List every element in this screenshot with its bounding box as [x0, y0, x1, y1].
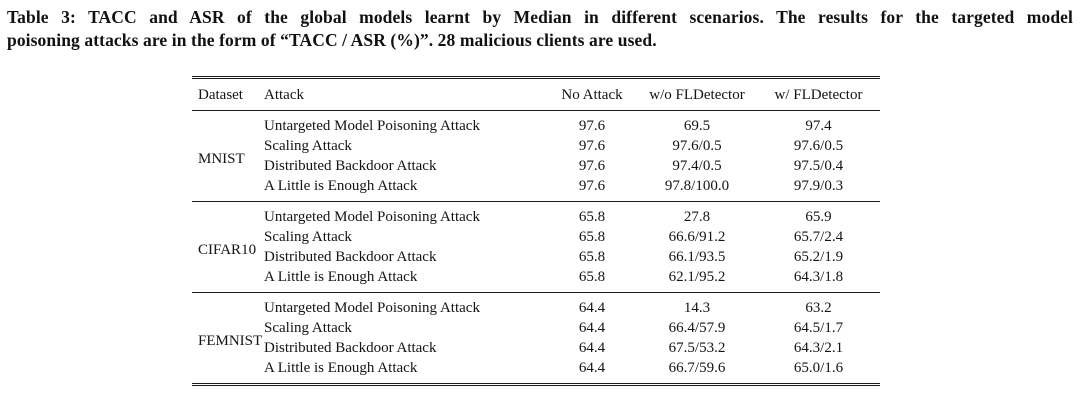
- cell-w-fldetector: 97.9/0.3: [793, 178, 844, 194]
- header-no-attack: No Attack: [561, 87, 623, 103]
- table-row: Distributed Backdoor Attack 65.8 66.1/93…: [192, 247, 880, 267]
- cell-wo-fldetector: 62.1/95.2: [668, 269, 726, 285]
- section-femnist: FEMNIST Untargeted Model Poisoning Attac…: [192, 293, 880, 385]
- cell-wo-fldetector: 14.3: [683, 300, 711, 316]
- cell-w-fldetector: 65.7/2.4: [793, 229, 844, 245]
- cell-w-fldetector: 64.5/1.7: [793, 320, 844, 336]
- table-row: FEMNIST Untargeted Model Poisoning Attac…: [192, 293, 880, 349]
- cell-no-attack: 64.4: [578, 360, 606, 376]
- table-row: Distributed Backdoor Attack 64.4 67.5/53…: [192, 338, 880, 358]
- table-row: Scaling Attack 65.8 66.6/91.2 65.7/2.4: [192, 227, 880, 247]
- cell-no-attack: 97.6: [578, 158, 606, 174]
- cell-wo-fldetector: 27.8: [683, 209, 711, 225]
- table-row: Scaling Attack 64.4 66.4/57.9 64.5/1.7: [192, 318, 880, 338]
- cell-wo-fldetector: 97.6/0.5: [672, 138, 722, 154]
- cell-wo-fldetector: 66.1/93.5: [668, 249, 726, 265]
- table-header-row: Dataset Attack No Attack w/o FLDetector …: [192, 78, 880, 111]
- table-row: Scaling Attack 97.6 97.6/0.5 97.6/0.5: [192, 136, 880, 156]
- table-row: A Little is Enough Attack 64.4 66.7/59.6…: [192, 358, 880, 385]
- dataset-label-cell: CIFAR10: [198, 241, 257, 258]
- table-row: MNIST Untargeted Model Poisoning Attack …: [192, 111, 880, 167]
- section-cifar10: CIFAR10 Untargeted Model Poisoning Attac…: [192, 202, 880, 293]
- cell-w-fldetector: 97.6/0.5: [793, 138, 844, 154]
- cell-w-fldetector: 97.4: [805, 118, 832, 134]
- dataset-label-cell: MNIST: [198, 150, 245, 167]
- cell-no-attack: 64.4: [578, 340, 606, 356]
- cell-attack: A Little is Enough Attack: [264, 269, 418, 285]
- cell-no-attack: 64.4: [578, 300, 606, 316]
- cell-wo-fldetector: 66.6/91.2: [668, 229, 726, 245]
- cell-attack: Untargeted Model Poisoning Attack: [264, 300, 480, 316]
- cell-wo-fldetector: 66.4/57.9: [668, 320, 726, 336]
- cell-attack: Distributed Backdoor Attack: [264, 249, 437, 265]
- cell-w-fldetector: 97.5/0.4: [793, 158, 844, 174]
- cell-w-fldetector: 64.3/1.8: [793, 269, 844, 285]
- cell-attack: A Little is Enough Attack: [264, 360, 418, 376]
- cell-attack: A Little is Enough Attack: [264, 178, 418, 194]
- cell-wo-fldetector: 97.4/0.5: [672, 158, 722, 174]
- table-caption-line-1: Table 3: TACC and ASR of the global mode…: [7, 7, 1073, 27]
- header-wo-fldetector: w/o FLDetector: [649, 87, 745, 103]
- table-row: A Little is Enough Attack 65.8 62.1/95.2…: [192, 267, 880, 293]
- cell-attack: Untargeted Model Poisoning Attack: [264, 118, 480, 134]
- results-table: Dataset Attack No Attack w/o FLDetector …: [192, 76, 880, 386]
- cell-w-fldetector: 65.0/1.6: [793, 360, 844, 376]
- dataset-label-cell: FEMNIST: [198, 332, 263, 349]
- cell-attack: Scaling Attack: [264, 320, 352, 336]
- cell-no-attack: 97.6: [578, 178, 606, 194]
- header-dataset: Dataset: [198, 87, 243, 103]
- cell-w-fldetector: 64.3/2.1: [793, 340, 844, 356]
- cell-no-attack: 65.8: [578, 209, 606, 225]
- table-row: CIFAR10 Untargeted Model Poisoning Attac…: [192, 202, 880, 258]
- cell-no-attack: 65.8: [578, 229, 606, 245]
- cell-wo-fldetector: 66.7/59.6: [668, 360, 726, 376]
- cell-attack: Scaling Attack: [264, 138, 352, 154]
- cell-wo-fldetector: 97.8/100.0: [664, 178, 730, 194]
- cell-w-fldetector: 63.2: [805, 300, 832, 316]
- cell-attack: Scaling Attack: [264, 229, 352, 245]
- cell-wo-fldetector: 67.5/53.2: [668, 340, 726, 356]
- cell-no-attack: 65.8: [578, 249, 606, 265]
- header-w-fldetector: w/ FLDetector: [774, 87, 863, 103]
- table-row: Distributed Backdoor Attack 97.6 97.4/0.…: [192, 156, 880, 176]
- cell-attack: Untargeted Model Poisoning Attack: [264, 209, 480, 225]
- table-row: A Little is Enough Attack 97.6 97.8/100.…: [192, 176, 880, 202]
- cell-attack: Distributed Backdoor Attack: [264, 158, 437, 174]
- section-mnist: MNIST Untargeted Model Poisoning Attack …: [192, 111, 880, 202]
- cell-wo-fldetector: 69.5: [683, 118, 711, 134]
- table-caption-line-2: poisoning attacks are in the form of “TA…: [7, 30, 657, 50]
- cell-w-fldetector: 65.9: [805, 209, 832, 225]
- cell-no-attack: 64.4: [578, 320, 606, 336]
- cell-attack: Distributed Backdoor Attack: [264, 340, 437, 356]
- header-attack: Attack: [264, 87, 304, 103]
- table-caption: Table 3: TACC and ASR of the global mode…: [7, 6, 1073, 52]
- cell-no-attack: 65.8: [578, 269, 606, 285]
- cell-w-fldetector: 65.2/1.9: [793, 249, 844, 265]
- cell-no-attack: 97.6: [578, 118, 606, 134]
- cell-no-attack: 97.6: [578, 138, 606, 154]
